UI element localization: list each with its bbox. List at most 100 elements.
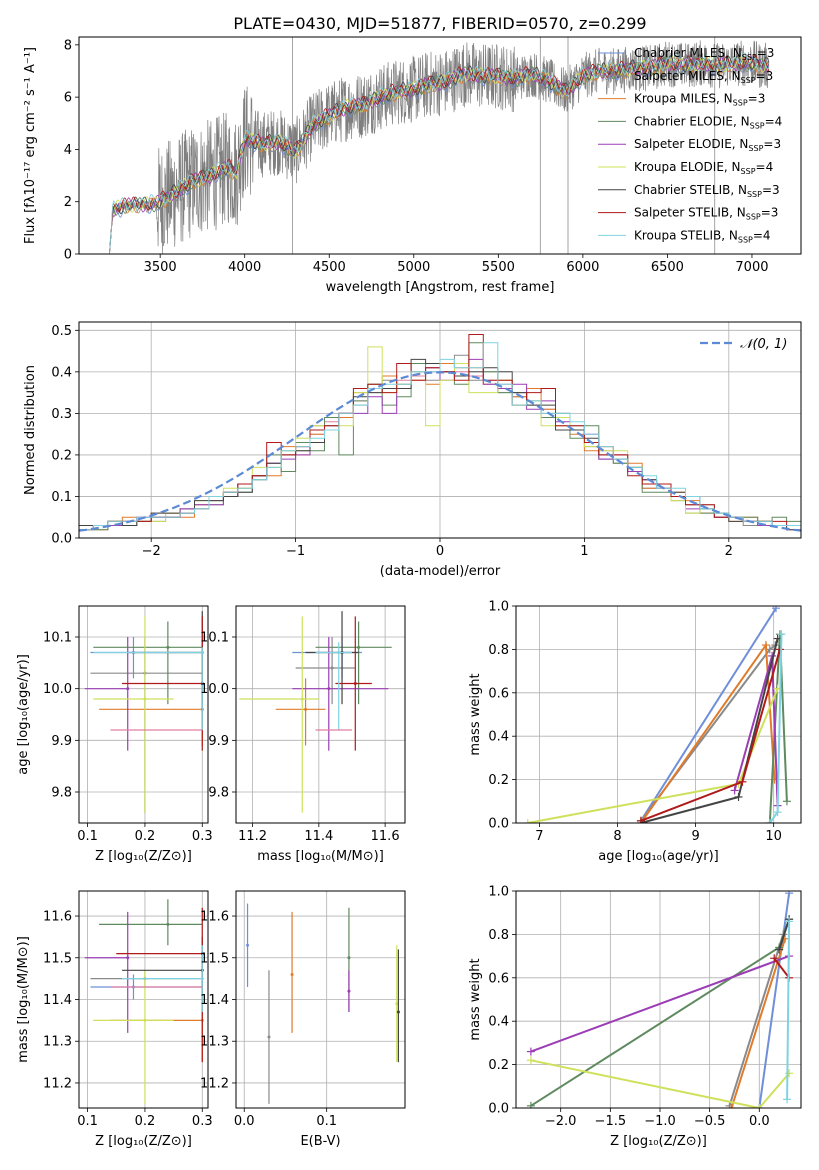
x-tick-label: 0.0	[749, 1114, 770, 1129]
legend-value: =3	[756, 69, 774, 83]
plot-area	[526, 891, 794, 1108]
y-tick-label: 0.6	[488, 971, 509, 986]
x-tick-label: 0.1	[316, 1114, 337, 1129]
data-point	[353, 682, 357, 685]
y-tick-label: 0.8	[488, 643, 509, 658]
model-line-chabrier-stelib	[109, 54, 770, 254]
data-point	[337, 651, 341, 654]
x-tick-label: 3500	[144, 260, 177, 275]
legend-value: =4	[765, 114, 783, 128]
legend-label: Salpeter MILES, NSSP=3	[634, 69, 773, 85]
weight-line	[773, 957, 790, 979]
legend-label: Chabrier MILES, NSSP=3	[634, 46, 774, 62]
legend-value: =3	[757, 46, 775, 60]
y-axis-label: Normed distribution	[23, 365, 38, 495]
x-tick-label: 0.2	[135, 1114, 156, 1129]
data-point	[347, 989, 351, 993]
legend-value: =3	[748, 92, 766, 106]
grid	[79, 606, 208, 823]
data-point	[166, 645, 170, 649]
y-tick-label: 11.6	[43, 910, 72, 925]
y-tick-label: 4	[64, 143, 72, 158]
y-tick-label: 0	[64, 248, 72, 263]
legend-subscript: SSP	[750, 121, 765, 130]
model-line-chabrier-elodie	[109, 56, 770, 254]
x-tick-label: 9	[691, 829, 699, 844]
axes-frame	[235, 605, 406, 824]
grid	[516, 890, 801, 1109]
y-tick-label: 11.3	[200, 1035, 229, 1050]
grid	[236, 606, 405, 823]
x-tick-label: 5000	[397, 260, 430, 275]
legend-label: Salpeter ELODIE, NSSP=3	[634, 137, 781, 153]
legend-value: =4	[756, 160, 774, 174]
grid	[79, 322, 801, 539]
y-axis-label: mass weight	[468, 673, 483, 755]
x-tick-label: 10	[765, 829, 782, 844]
y-axis-label: Flux [fλ10⁻¹⁷ erg cm⁻² s⁻¹ A⁻¹]	[23, 47, 38, 244]
data-point	[166, 922, 170, 926]
weight-line	[640, 607, 777, 822]
data-point	[200, 977, 204, 981]
panel-weight_vs_age: 7 8 9 10 0.0 0.2 0.4 0.6 0.8 1.0 age [log₁₀(age/yr…	[468, 600, 802, 864]
x-tick-label: −1	[286, 544, 305, 559]
y-tick-label: 11.6	[200, 910, 229, 925]
y-tick-label: 0.3	[51, 407, 72, 422]
y-tick-label: 0.2	[488, 773, 509, 788]
y-tick-label: 11.3	[43, 1035, 72, 1050]
y-tick-label: 8	[64, 38, 72, 53]
data-point	[347, 956, 351, 960]
data-point	[304, 707, 308, 711]
panel-residuals: −2 −1 0 1 2 0.0 0.1 0.2 0.3 0.4 0.5 (data-model)/er…	[23, 321, 802, 579]
data-point	[200, 651, 204, 654]
data-point	[396, 1010, 400, 1014]
legend-label: Kroupa STELIB, NSSP=4	[634, 228, 771, 244]
axes-frame	[235, 890, 406, 1109]
data-point	[300, 697, 304, 701]
x-axis-label: Z [log₁₀(Z/Z⊙)]	[95, 849, 192, 864]
y-tick-label: 2	[64, 195, 72, 210]
x-tick-label: −2	[142, 544, 161, 559]
legend: Chabrier MILES, NSSP=3 Salpeter MILES, NS…	[598, 46, 782, 244]
x-tick-label: 4000	[228, 260, 261, 275]
panel-spectrum: 3500 4000 4500 5000 5500 6000 6500 7000 0 2 4 6 8 wav…	[23, 36, 802, 295]
histogram-step-line	[79, 342, 801, 531]
y-tick-label: 9.9	[51, 734, 72, 749]
x-tick-label: 6000	[566, 260, 599, 275]
plot-area	[79, 334, 801, 532]
legend-subscript: SSP	[741, 167, 756, 176]
y-tick-label: 1.0	[488, 885, 509, 900]
x-tick-label: 11.6	[371, 829, 400, 844]
x-tick-label: 0.1	[77, 829, 98, 844]
legend-label: Kroupa ELODIE, NSSP=4	[634, 160, 773, 176]
y-tick-label: 0.4	[488, 1015, 509, 1030]
legend-label: Kroupa MILES, NSSP=3	[634, 92, 765, 108]
x-tick-label: 0.3	[192, 1114, 213, 1129]
weight-line	[786, 921, 791, 1100]
x-axis-label: Z [log₁₀(Z/Z⊙)]	[610, 1134, 707, 1149]
data-point	[143, 1018, 147, 1022]
x-axis-label: mass [log₁₀(M/M⊙)]	[257, 849, 384, 864]
x-tick-label: 1	[580, 544, 588, 559]
y-tick-label: 11.5	[200, 951, 229, 966]
y-tick-label: 0.6	[488, 686, 509, 701]
legend-label: 𝒩(0, 1)	[740, 337, 787, 352]
y-tick-label: 0.5	[51, 324, 72, 339]
figure-title: PLATE=0430, MJD=51877, FIBERID=0570, z=0…	[233, 14, 646, 33]
x-tick-label: 0.3	[192, 829, 213, 844]
data-point	[126, 956, 130, 960]
y-tick-label: 11.2	[200, 1076, 229, 1091]
model-line-kroupa-stelib	[109, 52, 770, 254]
data-point	[327, 687, 331, 691]
axes-frame	[515, 605, 802, 824]
y-tick-label: 10.1	[43, 631, 72, 646]
panel-mass_vs_Z: 0.1 0.2 0.3 11.2 11.3 11.4 11.5 11.6 Z [log₁₀(Z/…	[16, 890, 213, 1149]
y-tick-label: 11.4	[43, 993, 72, 1008]
weight-line	[778, 918, 791, 950]
legend-label: Salpeter STELIB, NSSP=3	[634, 206, 778, 222]
x-tick-label: 4500	[313, 260, 346, 275]
weight-line	[530, 955, 790, 1053]
plot-area	[84, 899, 204, 1104]
data-point	[357, 645, 361, 649]
x-axis-label: Z [log₁₀(Z/Z⊙)]	[95, 1134, 192, 1149]
